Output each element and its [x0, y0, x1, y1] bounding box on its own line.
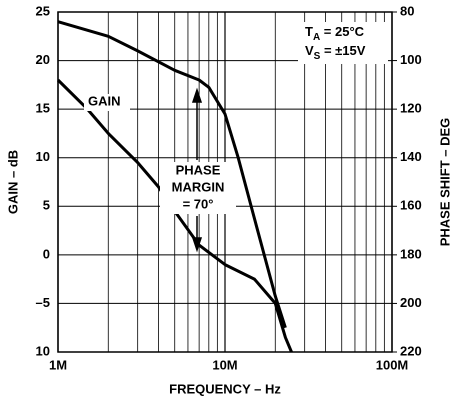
- x-axis-title: FREQUENCY – Hz: [169, 381, 281, 396]
- y2-axis-title: PHASE SHIFT – DEG: [437, 118, 452, 247]
- gain-label-bg: [84, 94, 130, 111]
- condition-vs: VS = ±15V: [305, 43, 366, 61]
- curve: [56, 78, 293, 353]
- y2-tick-label: 180: [400, 246, 422, 261]
- y-tick-label: 25: [36, 3, 50, 18]
- y-axis-title: GAIN – dB: [5, 150, 20, 214]
- conditions-box: [298, 22, 388, 64]
- y-tick-label: 15: [36, 101, 50, 116]
- y-tick-label: 20: [36, 52, 50, 67]
- x-tick-label: 1M: [49, 357, 67, 372]
- curves: [56, 20, 293, 353]
- y2-tick-label: 140: [400, 149, 422, 164]
- annotation: MARGIN: [172, 179, 225, 194]
- y-tick-label: 10: [36, 149, 50, 164]
- y2-tick-label: 80: [400, 3, 414, 18]
- annotation: PHASE: [176, 162, 221, 177]
- x-tick-label: 10M: [212, 357, 237, 372]
- arrowhead: [191, 87, 203, 103]
- annotation: = 70°: [183, 196, 214, 211]
- y2-tick-label: 100: [400, 52, 422, 67]
- y-tick-label: 0: [43, 246, 50, 261]
- y2-tick-label: 220: [400, 343, 422, 358]
- y-tick-label: –5: [36, 295, 50, 310]
- plot-frame: [57, 11, 393, 353]
- x-tick-label: 100M: [376, 357, 409, 372]
- y2-tick-label: 160: [400, 198, 422, 213]
- y2-tick-label: 120: [400, 101, 422, 116]
- y-tick-label: 5: [43, 198, 50, 213]
- series-label: GAIN: [88, 93, 121, 108]
- condition-ta: TA = 25°C: [305, 24, 365, 42]
- y-tick-label: 10: [36, 343, 50, 358]
- curve: [57, 20, 287, 329]
- arrowhead: [191, 237, 203, 253]
- margin-arrows: [191, 87, 203, 253]
- annotation-bg: [160, 162, 236, 214]
- y2-tick-label: 200: [400, 295, 422, 310]
